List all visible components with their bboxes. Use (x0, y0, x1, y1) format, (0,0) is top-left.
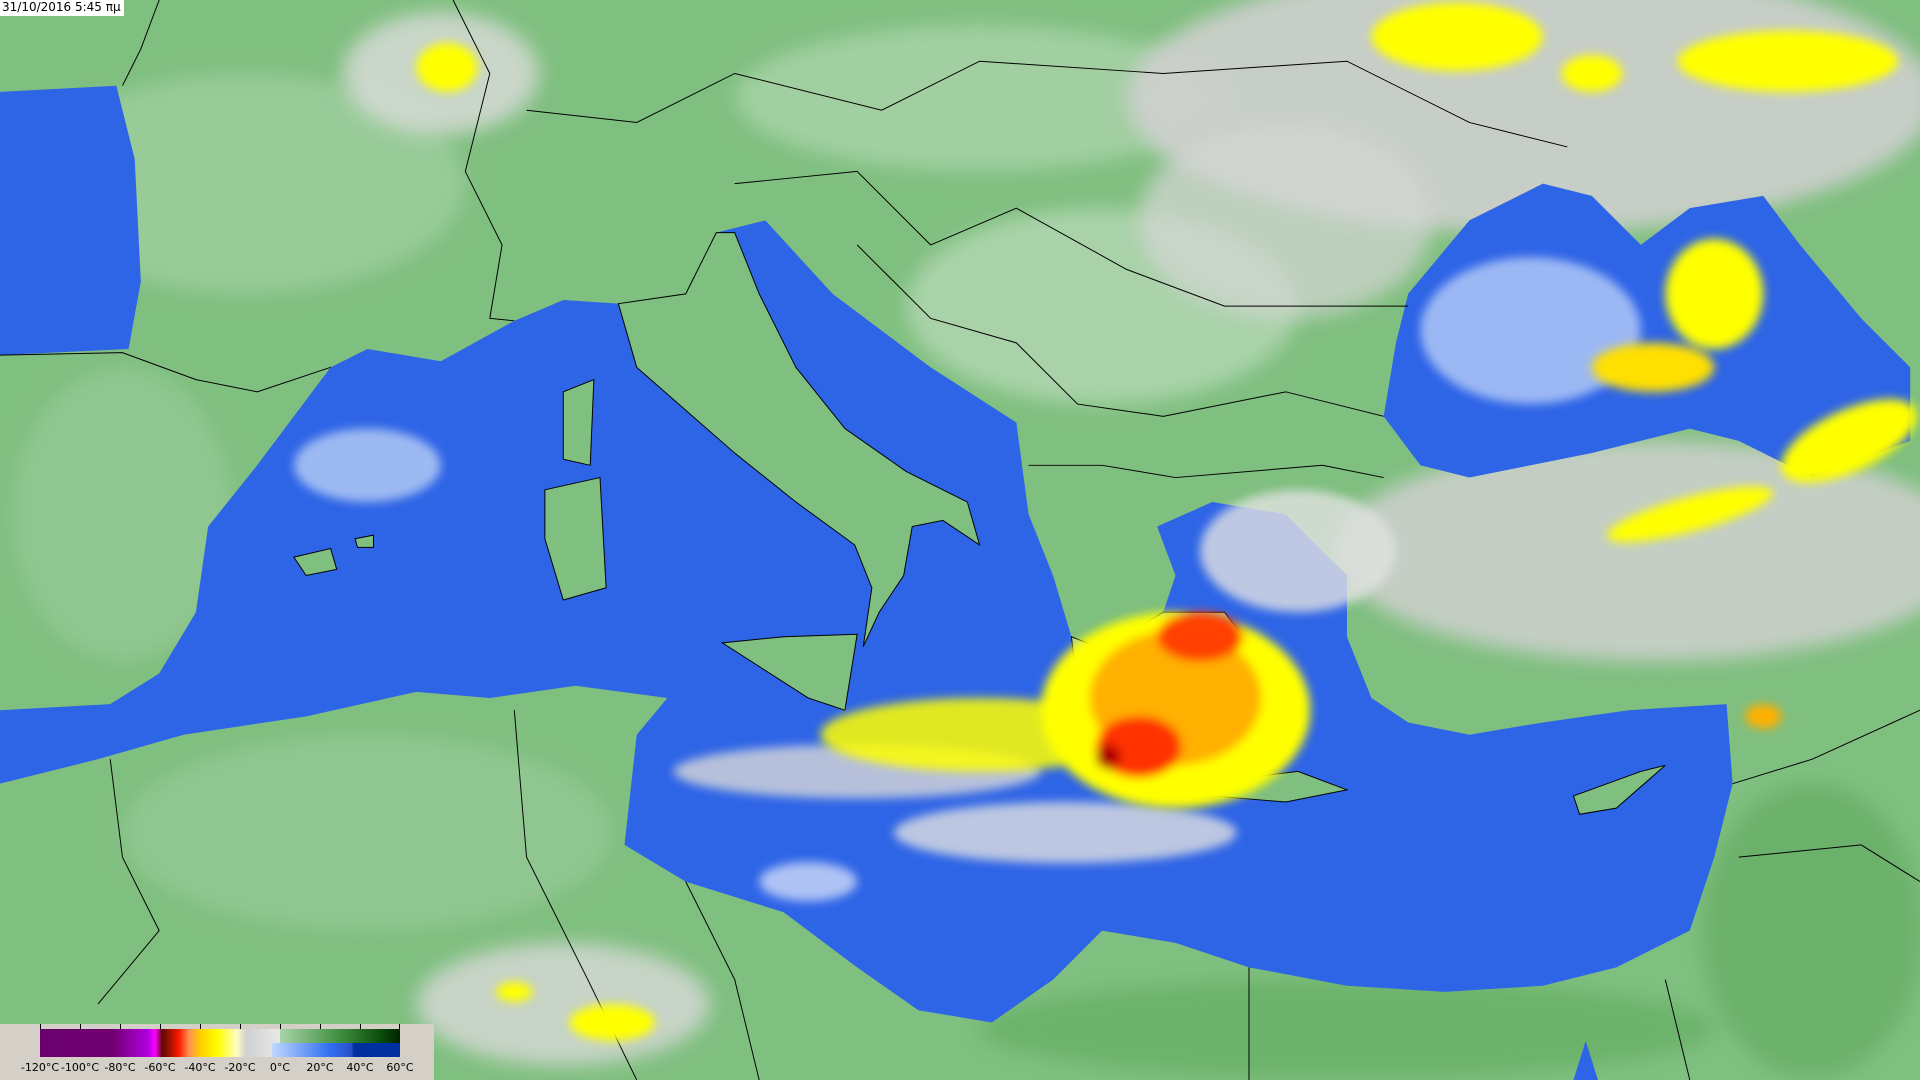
legend-tick (320, 1024, 321, 1029)
legend-tick (120, 1024, 121, 1029)
black-sea (1383, 183, 1911, 478)
balearic-islands (293, 534, 374, 577)
timestamp-label: 31/10/2016 5:45 πμ (0, 0, 124, 16)
sardinia (544, 476, 607, 601)
legend-label: 20°C (306, 1061, 334, 1074)
italy (617, 232, 981, 647)
land-texture (12, 24, 1920, 1078)
legend-label: -100°C (60, 1061, 100, 1074)
legend-land-gradient (280, 1029, 400, 1043)
atlantic-ocean (0, 85, 141, 356)
legend-label: -80°C (104, 1061, 136, 1074)
corsica (562, 378, 595, 466)
legend-cold-gradient (40, 1029, 280, 1057)
legend-color-bar (40, 1029, 400, 1057)
storm-system (495, 612, 1782, 1041)
cyprus (1572, 764, 1666, 815)
legend-label: -60°C (144, 1061, 176, 1074)
legend-ticks (40, 1024, 400, 1029)
legend-tick (160, 1024, 161, 1029)
northeast-clouds (416, 2, 1917, 542)
sicily (721, 633, 858, 711)
legend-label: 0°C (269, 1061, 291, 1074)
temperature-legend: -120°C -100°C -80°C -60°C -40°C -20°C 0°… (0, 1024, 434, 1080)
legend-tick (360, 1024, 361, 1029)
legend-tick (399, 1024, 400, 1029)
red-sea (1573, 1040, 1598, 1080)
legend-tick (40, 1024, 41, 1029)
legend-sea-gradient (272, 1043, 400, 1057)
legend-label: 40°C (346, 1061, 374, 1074)
legend-tick (200, 1024, 201, 1029)
legend-label: -120°C (20, 1061, 60, 1074)
legend-tick (240, 1024, 241, 1029)
legend-tick (280, 1024, 281, 1029)
legend-tick (80, 1024, 81, 1029)
legend-label: 60°C (386, 1061, 414, 1074)
cloud-wisps (293, 257, 1641, 902)
legend-label: -40°C (184, 1061, 216, 1074)
legend-label: -20°C (224, 1061, 256, 1074)
mediterranean-sea (0, 220, 1733, 1023)
